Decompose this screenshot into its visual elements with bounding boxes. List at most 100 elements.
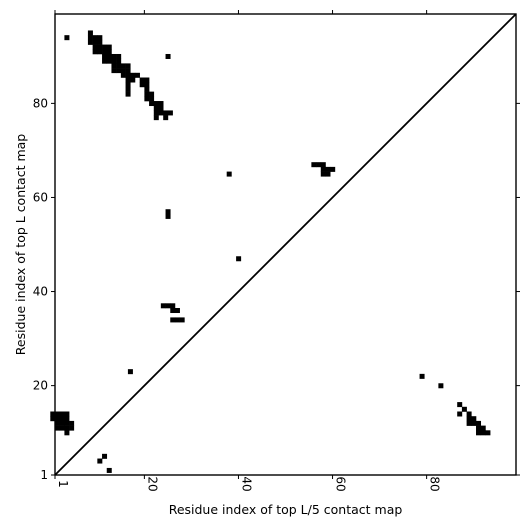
contact-cell-upper <box>226 171 232 177</box>
contact-cell-lower <box>64 425 70 431</box>
contact-cell-upper <box>106 53 112 59</box>
contact-cell-upper <box>102 58 108 64</box>
contact-cell-upper <box>87 30 93 36</box>
contact-cell-upper <box>236 256 242 262</box>
contact-cell-lower <box>55 411 61 417</box>
contact-cell-upper <box>165 303 171 309</box>
contact-cell-upper <box>127 369 133 375</box>
contact-cell-upper <box>165 209 171 215</box>
contact-cell-upper <box>130 77 136 83</box>
y-tick-label: 20 <box>33 379 48 393</box>
plot-frame <box>54 13 517 476</box>
contact-cell-upper <box>179 317 185 323</box>
contact-cell-upper <box>125 91 131 97</box>
axis-ticks: 1 20 40 60 80 1 20 40 60 80 <box>33 10 520 492</box>
contact-cell-lower <box>485 430 491 436</box>
contact-cell-lower <box>466 411 472 417</box>
contact-cell-upper <box>120 72 126 78</box>
contact-cell-upper <box>125 86 131 92</box>
contact-cell-upper <box>163 110 169 116</box>
contact-cell-upper <box>125 72 131 78</box>
contact-cell-upper <box>163 115 169 121</box>
contact-cell-upper <box>120 68 126 74</box>
contact-cell-upper <box>165 53 171 59</box>
y-axis-label: Residue index of top L contact map <box>13 134 28 355</box>
contact-cell-upper <box>144 96 150 102</box>
contact-cell-upper <box>316 162 322 168</box>
contact-cell-upper <box>325 171 331 177</box>
contact-cell-lower <box>69 425 75 431</box>
y-tick-label: 40 <box>33 285 48 299</box>
contact-cell-upper <box>170 308 176 314</box>
contact-cell-upper <box>170 317 176 323</box>
contact-cell-lower <box>461 406 467 412</box>
contact-cell-upper <box>174 317 180 323</box>
contact-cell-upper <box>120 63 126 69</box>
contact-cell-upper <box>125 68 131 74</box>
contact-cell-upper <box>153 115 159 121</box>
contact-cell-upper <box>149 91 155 97</box>
x-tick-label: 20 <box>145 476 159 491</box>
contact-cell-lower <box>102 453 108 459</box>
contact-cell-upper <box>149 101 155 107</box>
contact-cell-upper <box>330 166 336 172</box>
contact-cell-lower <box>59 416 65 422</box>
contact-cell-upper <box>97 35 103 41</box>
contact-cell-upper <box>160 303 166 309</box>
contact-cell-upper <box>102 53 108 59</box>
contact-cell-lower <box>55 420 61 426</box>
contact-cell-upper <box>64 430 70 436</box>
contact-cell-lower <box>50 411 56 417</box>
contact-cell-upper <box>158 101 164 107</box>
contact-cell-upper <box>87 35 93 41</box>
contact-cell-upper <box>144 86 150 92</box>
contact-cell-lower <box>480 425 486 431</box>
contact-cell-upper <box>97 44 103 50</box>
contact-cell-lower <box>64 416 70 422</box>
diagonal-line <box>54 13 517 476</box>
contact-cell-upper <box>153 110 159 116</box>
contact-cell-upper <box>64 35 70 41</box>
contact-cell-lower <box>438 383 444 389</box>
contact-cell-upper <box>111 68 117 74</box>
contact-cell-lower <box>64 420 70 426</box>
contact-cell-lower <box>106 467 112 473</box>
x-tick-label: 40 <box>239 476 253 491</box>
contact-cell-lower <box>457 402 463 408</box>
contact-cell-lower <box>471 416 477 422</box>
contact-cell-lower <box>476 425 482 431</box>
contact-cell-upper <box>116 58 122 64</box>
contact-cell-upper <box>320 166 326 172</box>
contact-cell-upper <box>320 162 326 168</box>
contact-cell-upper <box>106 49 112 55</box>
contact-cell-upper <box>97 49 103 55</box>
contact-cell-upper <box>92 44 98 50</box>
contact-cell-lower <box>476 420 482 426</box>
contact-cell-upper <box>125 82 131 88</box>
y-tick-label: 60 <box>33 190 48 204</box>
y-tick-label: 1 <box>40 468 48 482</box>
contact-cell-upper <box>149 96 155 102</box>
contact-cell-upper <box>87 39 93 45</box>
contact-cell-upper <box>139 82 145 88</box>
contact-cell-upper <box>111 63 117 69</box>
contact-cell-lower <box>466 416 472 422</box>
contact-cell-upper <box>106 44 112 50</box>
contact-cell-lower <box>59 420 65 426</box>
contact-cell-lower <box>97 458 103 464</box>
contact-cell-upper <box>92 35 98 41</box>
contact-cell-upper <box>167 110 173 116</box>
contact-cell-upper <box>134 72 140 78</box>
contact-cell-upper <box>111 58 117 64</box>
contact-cell-upper <box>111 53 117 59</box>
contact-cell-upper <box>125 63 131 69</box>
contact-cell-upper <box>102 49 108 55</box>
x-axis-label: Residue index of top L/5 contact map <box>169 502 403 517</box>
x-tick-label: 1 <box>56 480 70 488</box>
y-tick-label: 80 <box>33 96 48 110</box>
contact-cell-upper <box>125 77 131 83</box>
contact-cell-lower <box>55 416 61 422</box>
contact-cell-lower <box>466 420 472 426</box>
contact-cell-lower <box>69 420 75 426</box>
contact-cell-lower <box>419 373 425 379</box>
